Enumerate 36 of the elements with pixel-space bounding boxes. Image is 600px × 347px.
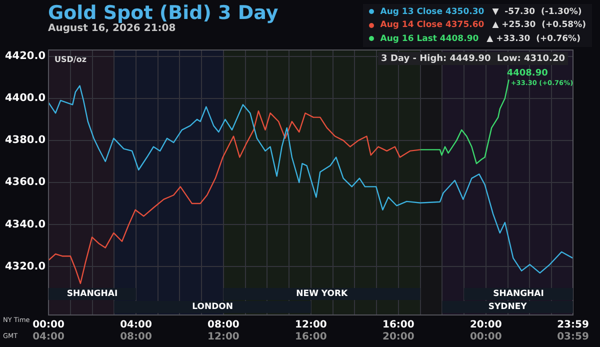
band-label: SHANGHAI (493, 289, 544, 300)
band-label: LONDON (192, 302, 233, 312)
x2-tick-label: 16:00 (295, 332, 327, 343)
x2-tick-label: 03:59 (557, 332, 589, 343)
band-label: NEW YORK (296, 289, 348, 300)
legend-label: Aug 16 Last 4408.90 (380, 34, 479, 44)
y-tick-label: 4400.0 (4, 92, 46, 104)
x2-tick-label: 12:00 (208, 332, 240, 343)
x2-tick-label: 04:00 (32, 332, 64, 343)
legend-label: Aug 14 Close 4375.60 (380, 20, 484, 30)
x-tick-label: 08:00 (208, 320, 240, 331)
y-axis-title: USD/oz (54, 55, 87, 64)
x-tick-label: 16:00 (382, 320, 414, 331)
annotation: 4408.90 (506, 68, 548, 78)
annotation: 3 Day - High: 4449.90 Low: 4310.20 (381, 54, 566, 64)
chart-title: Gold Spot (Bid) 3 Day (48, 2, 278, 24)
legend-label: Aug 13 Close 4350.30 (380, 6, 484, 17)
text: ▼ -57.30 (-1.30%) (492, 6, 582, 17)
x2-tick-label: 08:00 (120, 332, 152, 343)
x2-tick-label: 20:00 (382, 332, 414, 343)
y-tick-label: 4360.0 (4, 176, 46, 188)
y-tick-label: 4320.0 (4, 260, 46, 272)
y-tick-label: 4380.0 (4, 134, 46, 146)
y-tick-label: 4340.0 (4, 218, 46, 230)
chart-subtitle: August 16, 2026 21:08 (48, 23, 176, 34)
x-tick-label: 23:59 (557, 320, 589, 331)
x-tick-label: 00:00 (32, 320, 64, 331)
band-label: SHANGHAI (66, 289, 118, 300)
text: ▲ +25.30 (+0.58%) (492, 20, 586, 30)
text: ▲ +33.30 (+0.76%) (486, 34, 580, 44)
band-label: SYDNEY (488, 302, 528, 312)
x-tick-label: 12:00 (295, 320, 327, 331)
x-tick-label: 20:00 (470, 320, 502, 331)
x2-tick-label: 00:00 (470, 332, 502, 343)
x-tick-label: 04:00 (120, 320, 152, 331)
y-tick-label: 4420.0 (4, 50, 46, 62)
